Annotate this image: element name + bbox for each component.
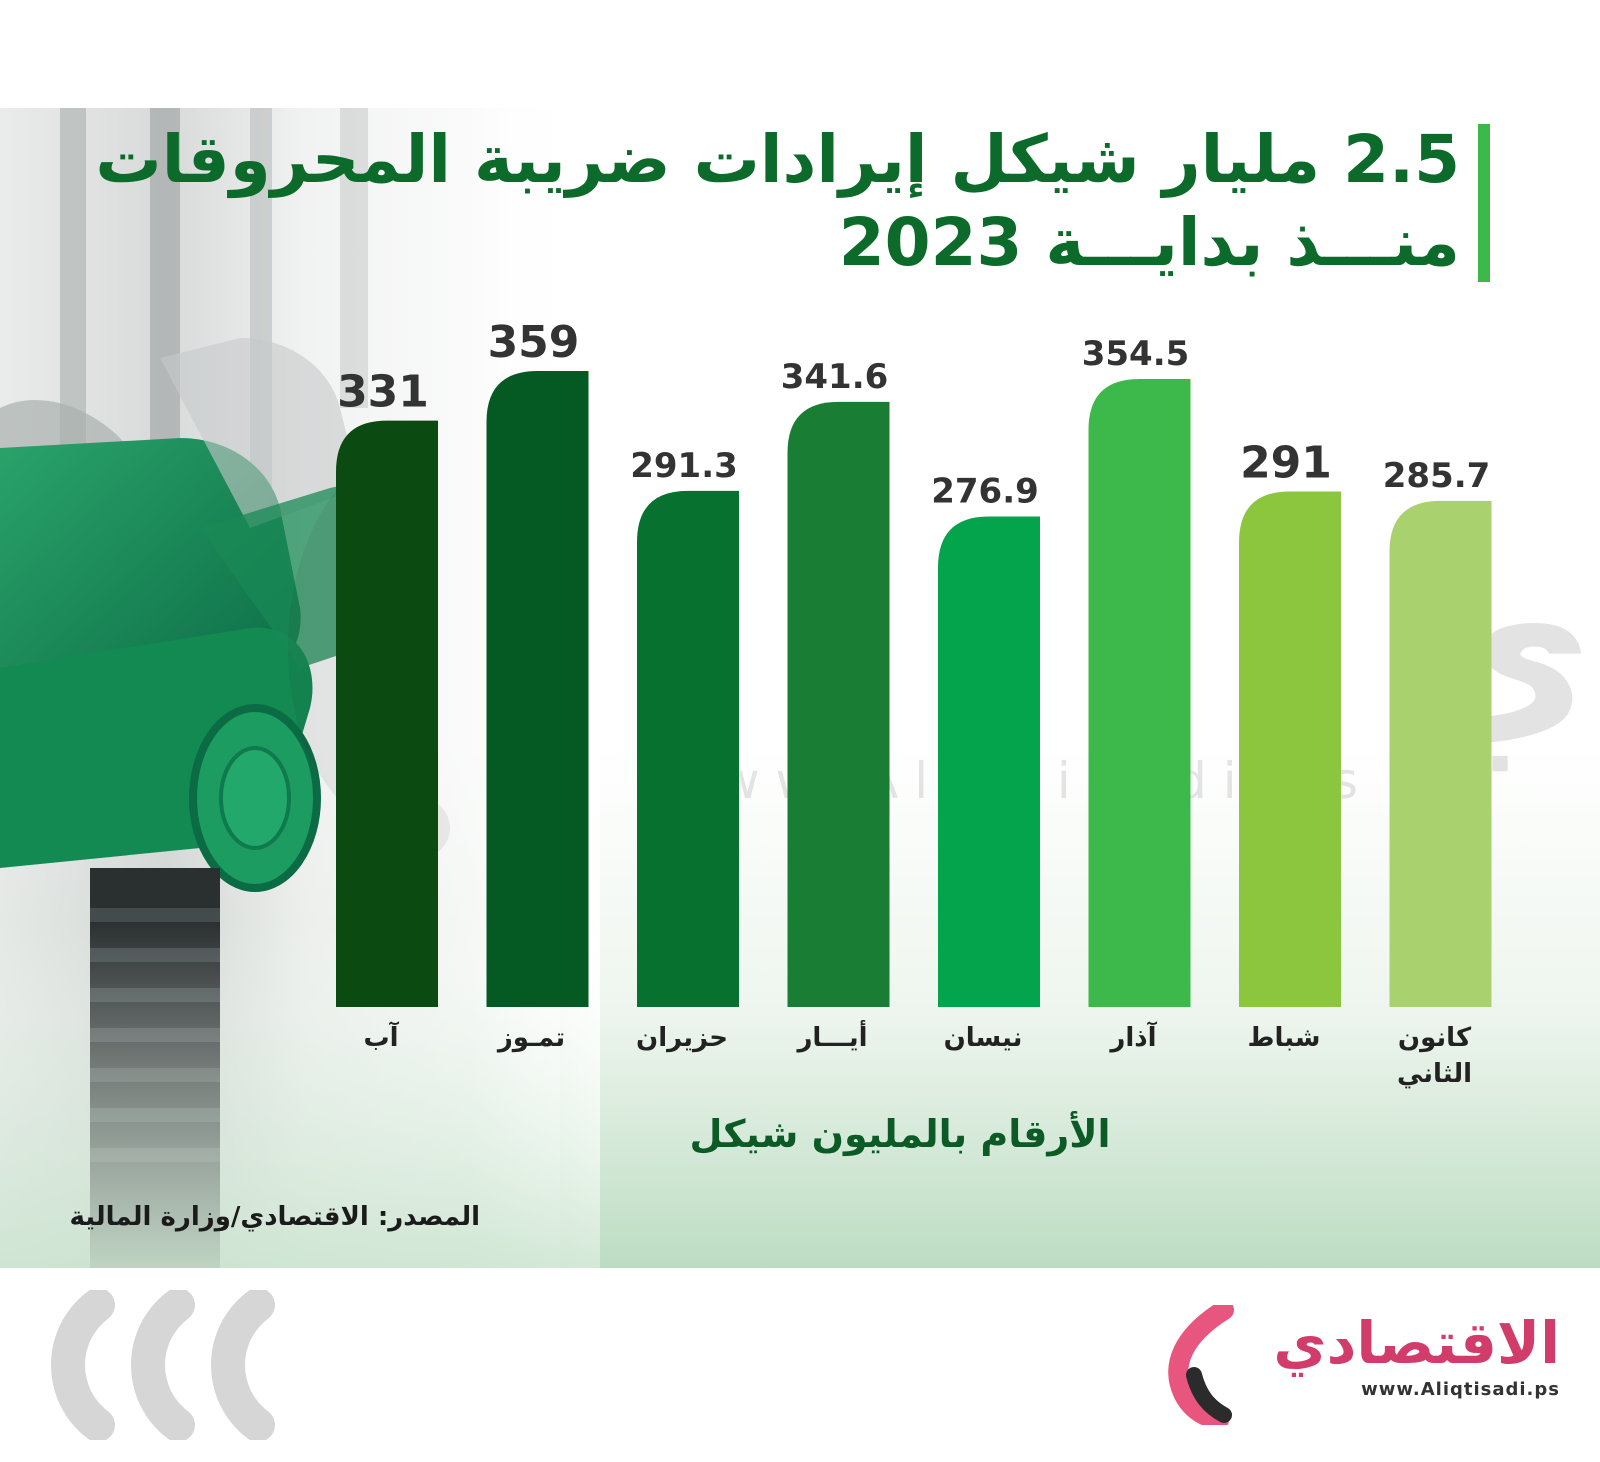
- category-label: نيسان: [944, 1023, 1023, 1053]
- bar-value-label: 291.3: [630, 446, 738, 486]
- category-label: آذار: [1108, 1021, 1157, 1053]
- bar-value-label: 276.9: [931, 471, 1039, 511]
- bar-value-label: 291: [1240, 437, 1332, 488]
- bar-5: [1088, 378, 1191, 1007]
- title-line-2: منـــذ بدايـــة 2023: [838, 204, 1460, 281]
- brand-logo: الاقتصادي www.Aliqtisadi.ps: [1150, 1305, 1570, 1425]
- bar-3: [787, 401, 890, 1007]
- bar-1: [486, 371, 589, 1007]
- category-label: تمـوز: [496, 1023, 565, 1053]
- chevron-left-icon: [51, 1290, 275, 1440]
- category-labels-group: آب تمـوز حزيران أيـــار نيسان آذار شباط كانون ال…: [363, 1020, 1472, 1089]
- category-label: الثاني: [1397, 1059, 1472, 1089]
- bar-value-label: 354.5: [1082, 334, 1190, 374]
- bar-7: [1389, 500, 1492, 1007]
- title-line-1: 2.5 مليار شيكل إيرادات ضريبة المحروقات: [95, 121, 1460, 198]
- category-label: حزيران: [636, 1023, 728, 1053]
- category-label: آب: [363, 1021, 399, 1053]
- bar-value-label: 341.6: [781, 357, 889, 397]
- category-label: كانون: [1398, 1023, 1472, 1053]
- logo-url: www.Aliqtisadi.ps: [1361, 1379, 1560, 1400]
- logo-text: الاقتصادي: [1273, 1309, 1560, 1377]
- background-panel: الاقتصادي w w w . A l i q t i s a d i . …: [0, 108, 1600, 1268]
- fuel-pump-nozzle-icon: [0, 108, 600, 1268]
- bar-0: [336, 420, 438, 1007]
- brand-logo-icon: [1168, 1305, 1234, 1425]
- bar-6: [1239, 491, 1341, 1007]
- value-labels-group: 331 359 291.3 341.6 276.9 354.5 291 285.7: [337, 317, 1490, 511]
- bar-value-label: 285.7: [1383, 456, 1491, 496]
- category-label: شباط: [1248, 1023, 1321, 1053]
- unit-label: الأرقام بالمليون شيكل: [689, 1112, 1111, 1156]
- bar-value-label: 359: [488, 317, 580, 368]
- bar-value-label: 331: [337, 367, 429, 418]
- bars-group: [336, 371, 1492, 1007]
- source-label: المصدر: الاقتصادي/وزارة المالية: [69, 1202, 480, 1232]
- bar-4: [938, 516, 1040, 1007]
- title-accent-bar: [1478, 124, 1490, 282]
- bar-2: [637, 490, 739, 1007]
- category-label: أيـــار: [795, 1020, 867, 1053]
- page-title: 2.5 مليار شيكل إيرادات ضريبة المحروقات م…: [95, 120, 1460, 286]
